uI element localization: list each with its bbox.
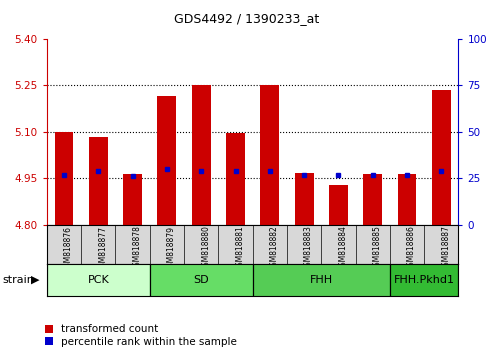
Text: FHH: FHH <box>310 275 333 285</box>
Bar <box>363 174 382 225</box>
Bar <box>226 133 245 225</box>
Text: SD: SD <box>193 275 209 285</box>
Text: GSM818887: GSM818887 <box>441 225 450 272</box>
Bar <box>192 85 211 225</box>
Text: GSM818881: GSM818881 <box>236 225 245 271</box>
Text: GSM818879: GSM818879 <box>167 225 176 272</box>
Text: PCK: PCK <box>87 275 109 285</box>
Bar <box>55 132 73 225</box>
Text: GSM818884: GSM818884 <box>338 225 348 272</box>
Text: GSM818886: GSM818886 <box>407 225 416 272</box>
Bar <box>329 184 348 225</box>
Bar <box>89 137 108 225</box>
Bar <box>260 85 279 225</box>
Legend: transformed count, percentile rank within the sample: transformed count, percentile rank withi… <box>45 324 237 347</box>
Text: GDS4492 / 1390233_at: GDS4492 / 1390233_at <box>174 12 319 25</box>
Bar <box>397 174 417 225</box>
Bar <box>157 96 176 225</box>
Bar <box>295 173 314 225</box>
Text: GSM818882: GSM818882 <box>270 225 279 271</box>
Text: strain: strain <box>2 275 35 285</box>
Text: GSM818883: GSM818883 <box>304 225 313 272</box>
Text: GSM818877: GSM818877 <box>98 225 107 272</box>
Text: FHH.Pkhd1: FHH.Pkhd1 <box>394 275 455 285</box>
Bar <box>432 90 451 225</box>
Text: GSM818876: GSM818876 <box>64 225 73 272</box>
Text: GSM818880: GSM818880 <box>201 225 210 272</box>
Text: GSM818885: GSM818885 <box>373 225 382 272</box>
Text: GSM818878: GSM818878 <box>133 225 141 272</box>
Bar <box>123 174 142 225</box>
Text: ▶: ▶ <box>31 275 39 285</box>
